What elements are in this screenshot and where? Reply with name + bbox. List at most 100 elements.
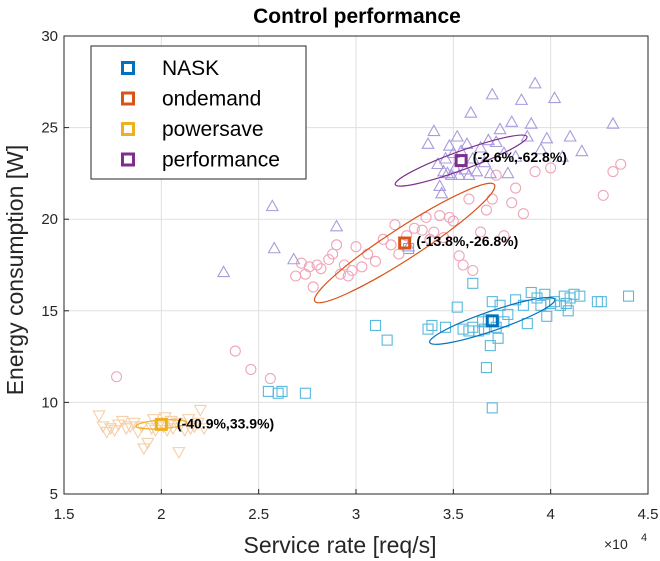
confidence-ellipse bbox=[394, 134, 528, 187]
data-point bbox=[502, 308, 514, 321]
data-point bbox=[369, 255, 382, 267]
data-point bbox=[480, 362, 492, 374]
axes: 1.5 2 2.5 3 3.5 4 4.5 5 10 15 20 25 30 bbox=[41, 28, 658, 523]
data-point bbox=[137, 443, 151, 456]
y-tick-label: 10 bbox=[41, 394, 58, 411]
data-point bbox=[484, 340, 496, 352]
data-point bbox=[483, 166, 498, 179]
data-point bbox=[181, 414, 196, 427]
data-point bbox=[119, 423, 133, 436]
data-point bbox=[426, 319, 438, 332]
data-point bbox=[197, 423, 211, 436]
data-point bbox=[442, 138, 457, 151]
data-point bbox=[622, 290, 635, 302]
data-point bbox=[486, 296, 498, 308]
legend-marker-ondemand bbox=[121, 91, 135, 106]
data-point bbox=[597, 189, 609, 201]
data-point bbox=[329, 219, 344, 232]
data-point bbox=[574, 290, 586, 302]
data-point bbox=[193, 404, 207, 417]
data-point bbox=[327, 248, 339, 260]
data-point bbox=[166, 423, 180, 436]
data-point bbox=[408, 222, 420, 234]
data-point bbox=[342, 270, 354, 282]
data-point bbox=[303, 261, 315, 273]
y-tick-label: 25 bbox=[41, 120, 58, 137]
data-point bbox=[428, 226, 440, 238]
data-point bbox=[463, 193, 475, 205]
data-point bbox=[486, 402, 498, 414]
data-point bbox=[492, 332, 504, 344]
mean-marker bbox=[485, 314, 499, 328]
data-point bbox=[501, 166, 515, 179]
data-point bbox=[104, 423, 118, 436]
series-performance bbox=[216, 76, 620, 278]
data-point bbox=[311, 259, 323, 271]
legend-label: NASK bbox=[162, 57, 219, 80]
data-point bbox=[307, 281, 319, 293]
data-point bbox=[524, 116, 538, 129]
data-point bbox=[216, 265, 231, 278]
plot-frame bbox=[63, 35, 649, 495]
data-point bbox=[135, 421, 149, 434]
data-point bbox=[107, 425, 122, 438]
data-point bbox=[562, 305, 574, 317]
x-tick-label: 4.5 bbox=[638, 506, 659, 523]
chart-title: Control performance bbox=[253, 5, 461, 28]
series-performance-summary bbox=[394, 134, 528, 187]
data-point bbox=[615, 158, 627, 170]
legend: NASK ondemand powersave performance bbox=[90, 45, 307, 180]
data-point bbox=[467, 264, 479, 277]
data-point bbox=[475, 226, 487, 238]
data-point bbox=[517, 299, 529, 311]
data-point bbox=[480, 204, 492, 216]
data-point bbox=[517, 208, 529, 220]
annotations: (-40.9%,33.9%) (-13.8%,-26.8%) (-2.6%,-62.… bbox=[177, 149, 567, 432]
y-axis-label: Energy consumption [W] bbox=[2, 145, 28, 396]
y-tick-label: 30 bbox=[41, 28, 58, 45]
data-point bbox=[539, 288, 551, 300]
data-point bbox=[346, 264, 358, 277]
data-point bbox=[164, 415, 178, 428]
series-ondemand bbox=[111, 158, 627, 385]
data-point bbox=[458, 162, 472, 175]
data-point bbox=[451, 301, 463, 313]
mean-marker bbox=[398, 236, 412, 250]
x-axis-exponent-power: 4 bbox=[641, 532, 647, 544]
data-point bbox=[438, 231, 450, 244]
data-point bbox=[172, 447, 186, 459]
data-point bbox=[381, 334, 393, 346]
data-point bbox=[529, 166, 541, 178]
data-point bbox=[595, 296, 607, 308]
data-point bbox=[427, 124, 441, 137]
data-point bbox=[534, 142, 548, 155]
legend-label: ondemand bbox=[162, 88, 261, 111]
data-point bbox=[606, 116, 620, 129]
data-point bbox=[505, 114, 519, 127]
data-point bbox=[481, 133, 496, 146]
data-point bbox=[178, 425, 192, 438]
legend-marker-NASK bbox=[121, 61, 135, 75]
data-point bbox=[466, 151, 480, 164]
x-axis-label: Service rate [req/s] bbox=[243, 532, 436, 558]
data-point bbox=[385, 239, 397, 251]
series-powersave-summary bbox=[135, 417, 188, 431]
data-point bbox=[420, 211, 432, 223]
data-point bbox=[494, 299, 506, 311]
data-point bbox=[568, 288, 580, 300]
data-point bbox=[470, 164, 484, 177]
data-point bbox=[111, 371, 123, 383]
legend-box bbox=[90, 45, 307, 180]
data-point bbox=[541, 310, 553, 322]
data-point bbox=[276, 385, 288, 397]
annotation-label: (-13.8%,-26.8%) bbox=[416, 233, 518, 249]
x-tick-label: 4 bbox=[546, 506, 554, 523]
data-point bbox=[521, 318, 533, 330]
legend-label: performance bbox=[162, 149, 280, 172]
data-point bbox=[545, 162, 557, 174]
data-point bbox=[323, 253, 335, 266]
data-point bbox=[377, 233, 389, 245]
data-point bbox=[467, 277, 479, 289]
data-point bbox=[497, 146, 511, 159]
